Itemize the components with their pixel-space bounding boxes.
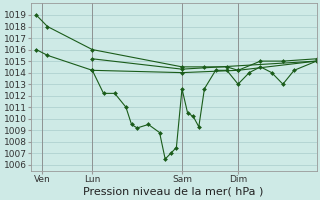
X-axis label: Pression niveau de la mer( hPa ): Pression niveau de la mer( hPa ) <box>84 187 264 197</box>
